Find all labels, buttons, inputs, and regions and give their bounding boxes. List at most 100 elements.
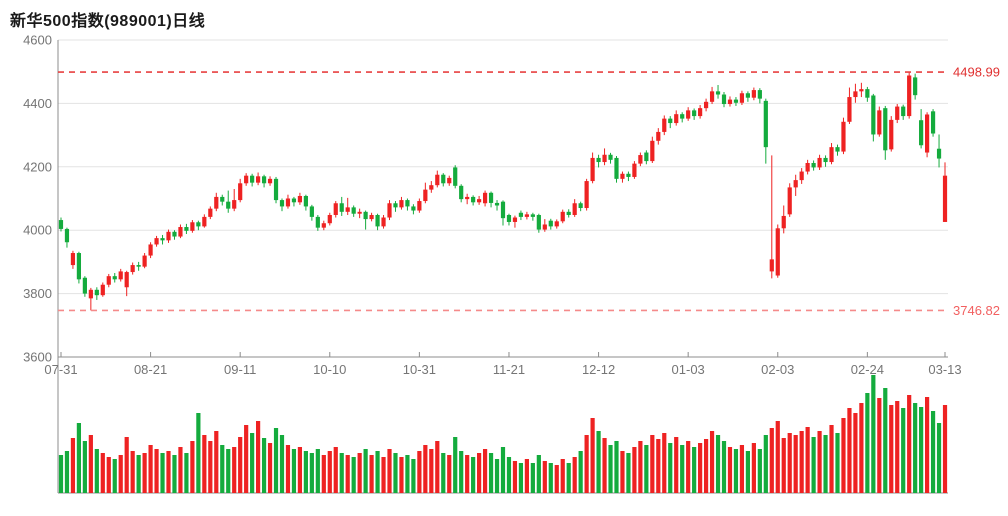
candle-body — [202, 216, 207, 227]
volume-bar — [387, 449, 392, 493]
candle — [942, 162, 948, 222]
volume-bar — [518, 463, 524, 493]
candle — [924, 112, 930, 158]
candle — [285, 194, 291, 209]
candle-body — [727, 99, 733, 105]
candle-body — [698, 108, 703, 117]
candle-body — [142, 255, 147, 267]
price-axis-tick-label: 3800 — [23, 286, 52, 301]
candle — [787, 183, 792, 217]
candle — [166, 229, 171, 243]
volume-bar — [429, 449, 434, 493]
volume-bar — [853, 413, 858, 493]
candle — [494, 200, 500, 211]
candle — [524, 211, 529, 220]
volume-bar — [698, 443, 703, 493]
volume-bar — [453, 437, 458, 493]
candle-body — [285, 198, 291, 207]
candle-body — [865, 89, 870, 98]
candle-body — [668, 118, 673, 124]
volume-bar — [919, 407, 924, 493]
candle-body — [321, 223, 326, 228]
time-axis-tick-label: 02-03 — [761, 362, 794, 377]
candle-body — [572, 203, 577, 215]
candle — [381, 214, 386, 229]
candle-body — [715, 91, 721, 95]
candle-body — [375, 214, 380, 227]
candle-body — [733, 99, 739, 103]
candle — [751, 87, 756, 101]
candle-body — [936, 148, 942, 159]
candle — [883, 105, 888, 160]
candle-body — [184, 227, 189, 231]
candle — [357, 208, 362, 219]
candle — [835, 144, 840, 156]
candle — [853, 83, 858, 103]
candle — [632, 161, 637, 179]
candle-body — [686, 110, 691, 119]
candle — [226, 190, 231, 213]
candle-body — [674, 114, 679, 124]
candle-body — [662, 118, 667, 132]
volume-bar — [447, 455, 452, 493]
candle — [548, 218, 553, 230]
volume-bar — [733, 449, 739, 493]
candle-body — [781, 215, 786, 229]
price-axis-tick-label: 3600 — [23, 350, 52, 365]
candle-body — [823, 157, 828, 163]
volume-bar — [709, 431, 715, 493]
volume-bar — [566, 463, 571, 493]
candle-body — [208, 208, 213, 217]
volume-bar — [871, 375, 876, 493]
candle-body — [303, 195, 308, 207]
candle — [196, 220, 201, 231]
candle — [698, 104, 703, 119]
volume-bar — [835, 433, 840, 493]
candle-body — [387, 203, 392, 218]
candle-body — [76, 253, 82, 280]
candle-body — [602, 154, 607, 163]
volume-bar — [936, 423, 942, 493]
candle-body — [817, 157, 822, 168]
candle-body — [351, 207, 356, 214]
candle — [936, 134, 942, 168]
volume-bar — [124, 437, 129, 493]
volume-bar — [847, 408, 852, 493]
volume-bar — [351, 457, 356, 493]
candle — [662, 115, 667, 136]
candle-body — [417, 201, 422, 211]
volume-pane-bars — [58, 375, 948, 493]
volume-bar — [441, 453, 446, 493]
candle — [70, 250, 76, 269]
candle-body — [709, 91, 715, 102]
candle-body — [626, 173, 631, 177]
candle-body — [220, 196, 225, 202]
volume-bar — [279, 435, 285, 493]
candle — [112, 272, 117, 283]
candle-body — [835, 147, 840, 152]
candle-body — [560, 211, 565, 222]
candle-body — [656, 131, 661, 141]
price-axis-tick-label: 4000 — [23, 223, 52, 238]
candle-body — [500, 201, 506, 219]
candle-body — [703, 101, 709, 109]
candle — [94, 287, 99, 300]
candle-body — [465, 196, 470, 200]
volume-bar — [644, 445, 649, 493]
volume-bar — [214, 431, 219, 493]
volume-bar — [232, 447, 237, 493]
candle-body — [64, 228, 70, 243]
candle — [477, 195, 482, 205]
candle — [459, 184, 464, 203]
candle-body — [518, 212, 524, 217]
candle — [536, 213, 541, 233]
candle — [500, 200, 506, 226]
volume-bar — [369, 455, 374, 493]
candle — [692, 108, 697, 120]
time-axis-tick-label: 10-10 — [313, 362, 346, 377]
candle-body — [327, 214, 332, 224]
volume-bar — [626, 453, 631, 493]
volume-bar — [273, 428, 279, 493]
volume-bar — [303, 451, 308, 493]
candle-body — [578, 203, 583, 209]
